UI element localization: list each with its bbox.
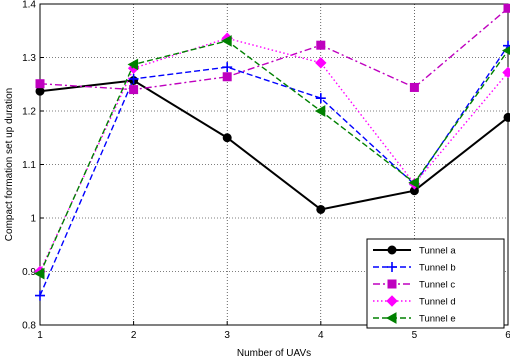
data-point <box>316 40 326 50</box>
x-tick-label: 5 <box>412 330 418 341</box>
series-line <box>39 40 509 274</box>
data-point <box>316 204 326 214</box>
series-line <box>39 7 509 91</box>
x-tick-label: 2 <box>131 330 137 341</box>
y-tick-label: 0.8 <box>22 321 36 332</box>
y-tick-label: 1.3 <box>22 53 36 64</box>
y-tick-label: 1.4 <box>22 0 36 11</box>
data-point <box>503 112 510 122</box>
legend-marker <box>387 279 397 289</box>
data-point <box>222 72 232 82</box>
y-tick-label: 1 <box>30 214 36 225</box>
x-tick-label: 1 <box>37 330 43 341</box>
series-line <box>39 79 509 211</box>
legend-label: Tunnel e <box>419 314 456 325</box>
data-point <box>129 85 139 95</box>
data-point <box>221 35 232 47</box>
x-tick-label: 6 <box>505 330 510 341</box>
series-5 <box>33 35 510 280</box>
data-point <box>502 66 510 79</box>
data-point <box>222 133 232 143</box>
y-tick-label: 0.9 <box>22 267 36 278</box>
legend-item: Tunnel c <box>373 279 455 291</box>
x-tick-label: 3 <box>224 330 230 341</box>
legend-marker <box>387 245 397 255</box>
legend-item: Tunnel e <box>373 312 456 325</box>
legend-marker <box>387 262 397 272</box>
legend-marker <box>386 295 398 307</box>
data-point <box>503 3 510 13</box>
data-point <box>315 93 326 104</box>
legend-label: Tunnel b <box>419 263 456 274</box>
data-point <box>127 58 139 71</box>
data-point <box>35 86 45 96</box>
legend-marker <box>385 312 397 324</box>
data-point <box>35 290 45 301</box>
legend: Tunnel a Tunnel b Tunnel c Tunnel d Tunnel e <box>366 238 505 329</box>
y-tick-label: 1.1 <box>22 160 36 171</box>
x-tick-label: 4 <box>318 330 324 341</box>
legend-label: Tunnel a <box>419 246 456 257</box>
data-point <box>222 62 233 73</box>
series-line <box>39 45 509 296</box>
data-point <box>315 57 327 69</box>
y-tick-label: 1.2 <box>22 107 36 118</box>
data-point <box>35 79 45 89</box>
data-point <box>128 73 139 84</box>
legend-label: Tunnel c <box>419 280 455 291</box>
x-axis-title: Number of UAVs <box>237 348 311 358</box>
legend-item: Tunnel d <box>373 295 456 308</box>
data-point <box>408 176 419 189</box>
axis-ticks: 1 2 3 4 5 6 0.8 0.9 1 1.1 1.2 1.3 1.4 <box>22 0 510 341</box>
data-point <box>501 46 510 56</box>
data-point <box>33 267 45 280</box>
y-axis-title: Compact formation set up duration <box>4 88 15 241</box>
legend-item: Tunnel a <box>373 245 456 257</box>
series-3 <box>35 3 510 95</box>
series-1 <box>35 76 510 214</box>
series-line <box>39 37 509 272</box>
legend-item: Tunnel b <box>373 262 456 274</box>
data-point <box>409 82 419 92</box>
legend-label: Tunnel d <box>419 297 456 308</box>
data-point <box>314 105 326 117</box>
series-lines <box>33 3 510 301</box>
